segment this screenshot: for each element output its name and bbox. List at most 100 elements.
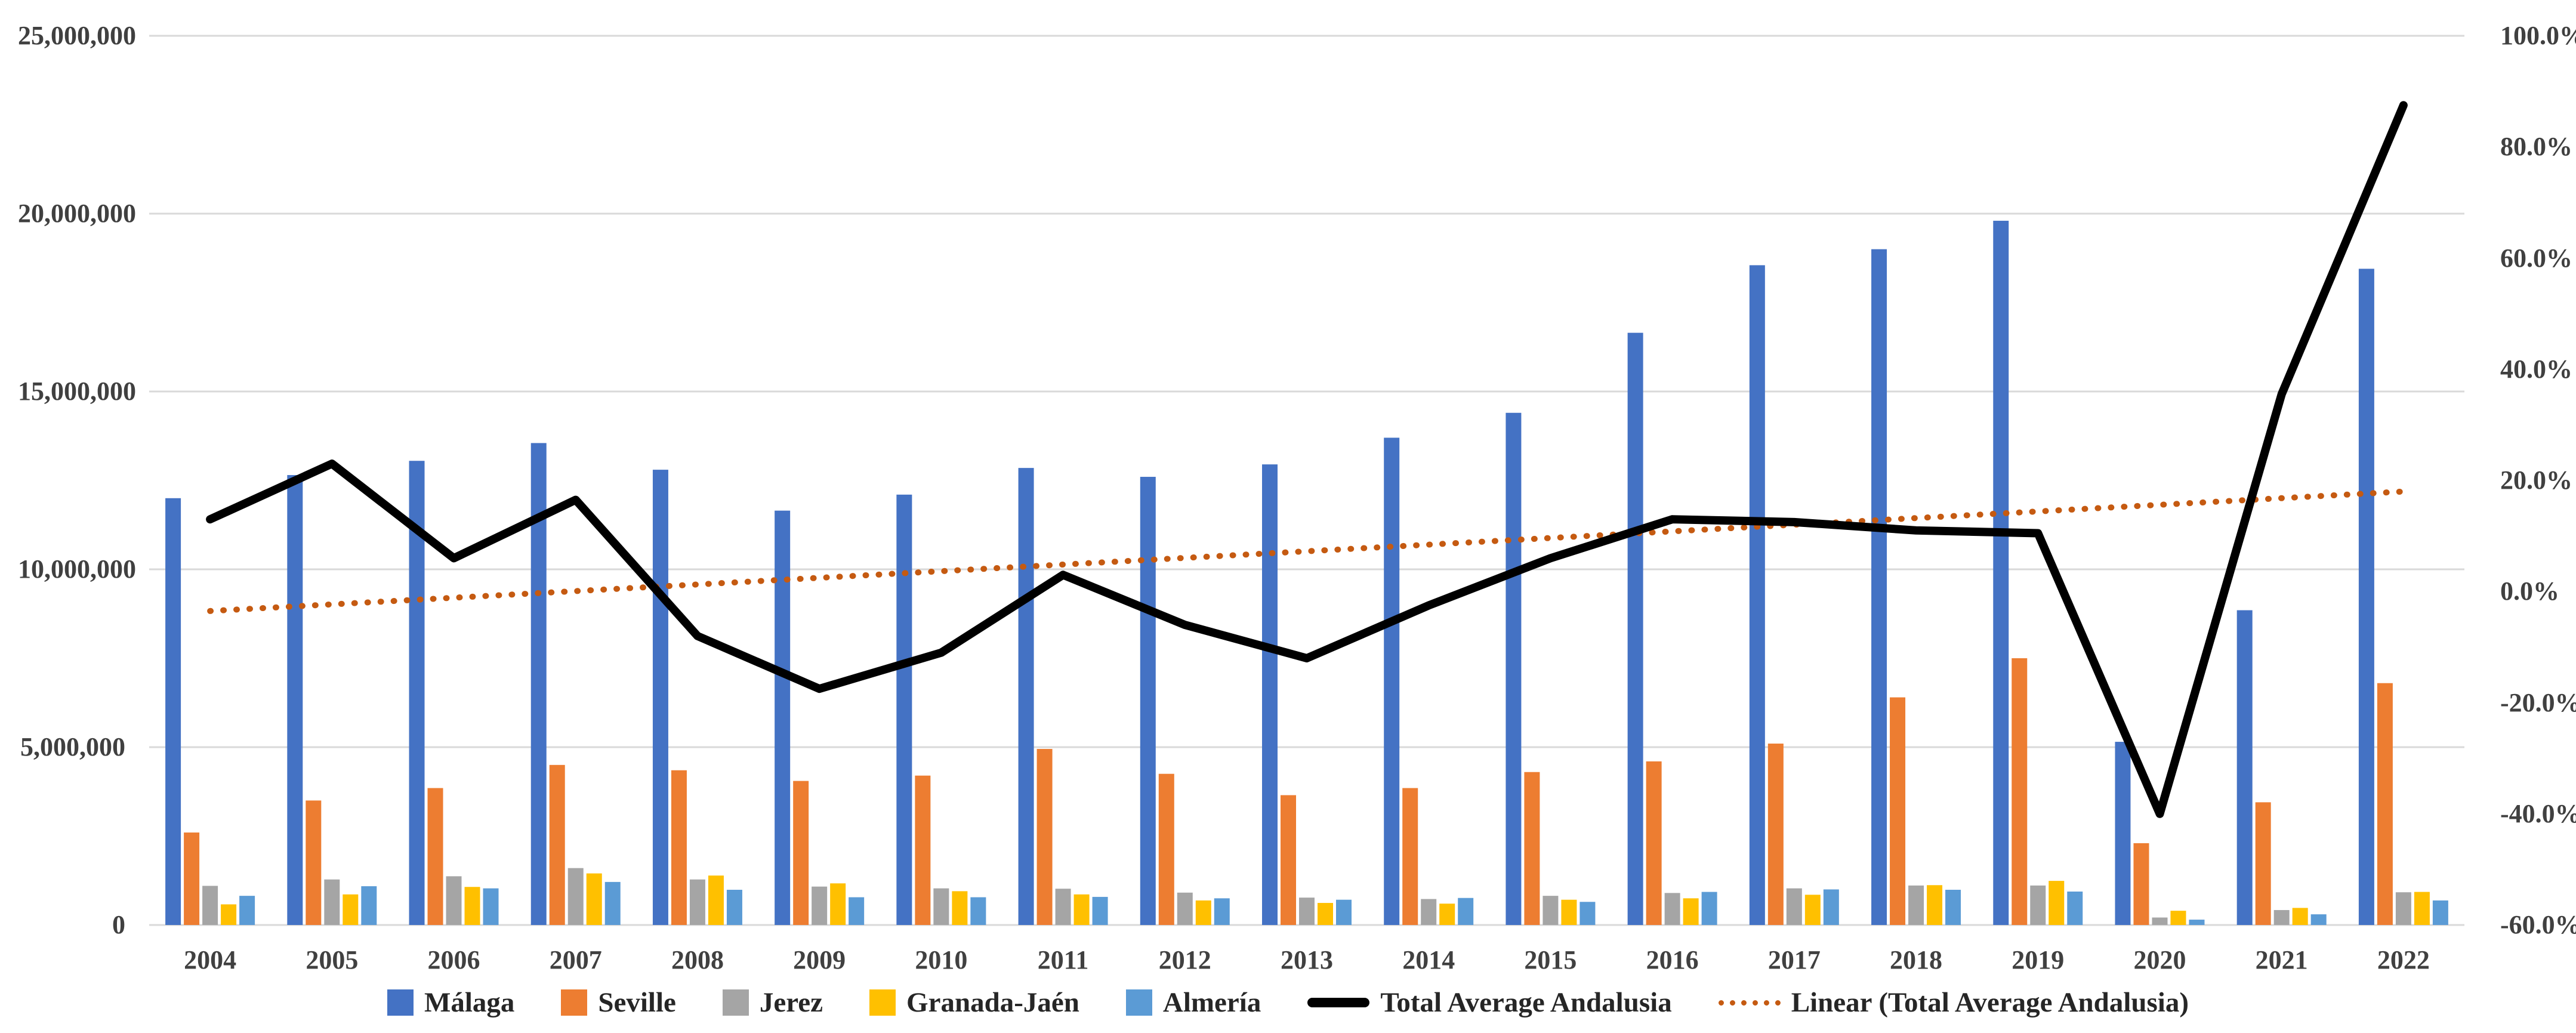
left-axis-tick-label: 5,000,000 [20, 732, 125, 761]
bar-Almería-2006 [483, 888, 499, 925]
trendline [207, 488, 2407, 614]
bar-Jerez-2021 [2273, 909, 2290, 925]
bar-Jerez-2018 [1908, 885, 1924, 925]
bar-Seville-2008 [671, 770, 687, 925]
bar-Jerez-2019 [2030, 885, 2046, 925]
bar-Almería-2017 [1823, 889, 1839, 925]
left-axis-tick-label: 20,000,000 [18, 199, 136, 228]
bar-Almería-2010 [970, 897, 986, 925]
bar-Granada-Jaén-2005 [343, 894, 359, 925]
bar-Seville-2007 [549, 764, 565, 925]
bar-Granada-Jaén-2008 [708, 875, 724, 925]
legend-item: Granada-Jaén [869, 986, 1079, 1019]
year-axis-label: 2017 [1767, 945, 1821, 975]
legend-color-swatch [869, 989, 896, 1016]
bar-Málaga-2014 [1384, 437, 1400, 925]
bar-Almería-2012 [1214, 898, 1230, 925]
bar-Granada-Jaén-2009 [830, 883, 846, 925]
bar-Seville-2005 [306, 800, 322, 925]
year-axis-label: 2022 [2377, 945, 2430, 975]
bar-Jerez-2010 [933, 888, 949, 925]
right-axis-tick-label: -40.0% [2500, 798, 2576, 828]
legend-line-swatch [1307, 998, 1370, 1007]
bar-Málaga-2022 [2358, 269, 2374, 925]
right-axis-tick-label: 60.0% [2500, 243, 2572, 273]
bar-Seville-2014 [1402, 788, 1418, 925]
legend: Málaga Seville Jerez Granada-Jaén Almería Tot… [0, 982, 2576, 1023]
legend-item: Total Average Andalusia [1307, 986, 1672, 1019]
bar-Jerez-2008 [689, 879, 705, 925]
bar-Granada-Jaén-2021 [2292, 908, 2308, 925]
legend-color-swatch [1125, 989, 1152, 1016]
year-axis-label: 2004 [184, 945, 237, 975]
legend-item: Linear (Total Average Andalusia) [1718, 986, 2189, 1019]
right-axis-tick-label: -20.0% [2500, 687, 2576, 717]
bar-Seville-2009 [793, 781, 809, 925]
bar-Granada-Jaén-2022 [2414, 892, 2430, 925]
bar-Jerez-2015 [1542, 896, 1559, 925]
year-axis-label: 2014 [1402, 945, 1455, 975]
year-axis-label: 2005 [306, 945, 359, 975]
bar-Málaga-2021 [2236, 610, 2253, 925]
legend-label: Almería [1162, 987, 1261, 1018]
bar-Jerez-2022 [2395, 892, 2411, 925]
bar-Seville-2011 [1036, 748, 1053, 925]
bar-Málaga-2017 [1749, 265, 1765, 925]
year-axis-label: 2009 [793, 945, 846, 975]
bar-Granada-Jaén-2011 [1073, 894, 1090, 925]
bar-Málaga-2004 [165, 498, 181, 925]
legend-item: Almería [1125, 986, 1261, 1019]
bar-Almería-2015 [1579, 902, 1596, 925]
bar-Granada-Jaén-2020 [2170, 911, 2186, 925]
bar-Málaga-2010 [896, 494, 912, 925]
bar-Granada-Jaén-2016 [1683, 898, 1699, 925]
bar-Jerez-2007 [567, 868, 584, 925]
legend-label: Málaga [424, 987, 515, 1018]
bar-Almería-2013 [1336, 899, 1352, 925]
legend-label: Granada-Jaén [906, 987, 1079, 1018]
bar-Granada-Jaén-2014 [1439, 904, 1455, 925]
right-axis-tick-label: 40.0% [2500, 354, 2572, 384]
bar-Málaga-2018 [1871, 249, 1887, 926]
bar-Jerez-2013 [1299, 898, 1315, 925]
right-axis-tick-label: 20.0% [2500, 465, 2572, 495]
legend-item: Málaga [387, 986, 514, 1019]
bar-Seville-2012 [1158, 773, 1174, 925]
bar-Almería-2004 [239, 896, 255, 925]
bar-Jerez-2006 [446, 876, 462, 925]
bar-Granada-Jaén-2004 [221, 904, 237, 925]
legend-label: Total Average Andalusia [1380, 987, 1672, 1018]
bar-Seville-2016 [1646, 761, 1662, 925]
year-axis-label: 2018 [1890, 945, 1943, 975]
bar-Granada-Jaén-2006 [464, 887, 480, 925]
bar-Jerez-2020 [2152, 917, 2168, 925]
left-axis-tick-label: 15,000,000 [18, 377, 136, 406]
right-axis-tick-label: -60.0% [2500, 910, 2576, 939]
bar-Jerez-2009 [812, 886, 828, 925]
bar-Seville-2013 [1281, 795, 1296, 925]
year-axis-label: 2012 [1158, 945, 1211, 975]
bar-Seville-2010 [915, 775, 931, 925]
left-axis-tick-label: 10,000,000 [18, 554, 136, 584]
bar-Seville-2019 [2012, 658, 2028, 925]
legend-item: Jerez [722, 986, 823, 1019]
bar-Seville-2020 [2133, 843, 2149, 925]
bar-Almería-2016 [1701, 892, 1717, 925]
bar-Málaga-2008 [652, 470, 668, 925]
total-average-line [206, 101, 2408, 818]
bar-Granada-Jaén-2015 [1561, 899, 1577, 925]
right-axis-tick-label: 0.0% [2500, 576, 2559, 606]
legend-label: Seville [598, 987, 676, 1018]
bar-Málaga-2013 [1262, 464, 1278, 925]
left-axis-tick-label: 0 [112, 910, 125, 939]
right-axis-tick-label: 100.0% [2500, 21, 2576, 50]
bar-Jerez-2005 [324, 879, 340, 925]
legend-label: Jerez [759, 987, 823, 1018]
legend-color-swatch [561, 989, 588, 1016]
bar-Seville-2022 [2377, 683, 2393, 925]
bar-Granada-Jaén-2019 [2049, 881, 2065, 925]
year-axis-label: 2011 [1037, 945, 1089, 975]
bar-Málaga-2015 [1506, 412, 1522, 925]
